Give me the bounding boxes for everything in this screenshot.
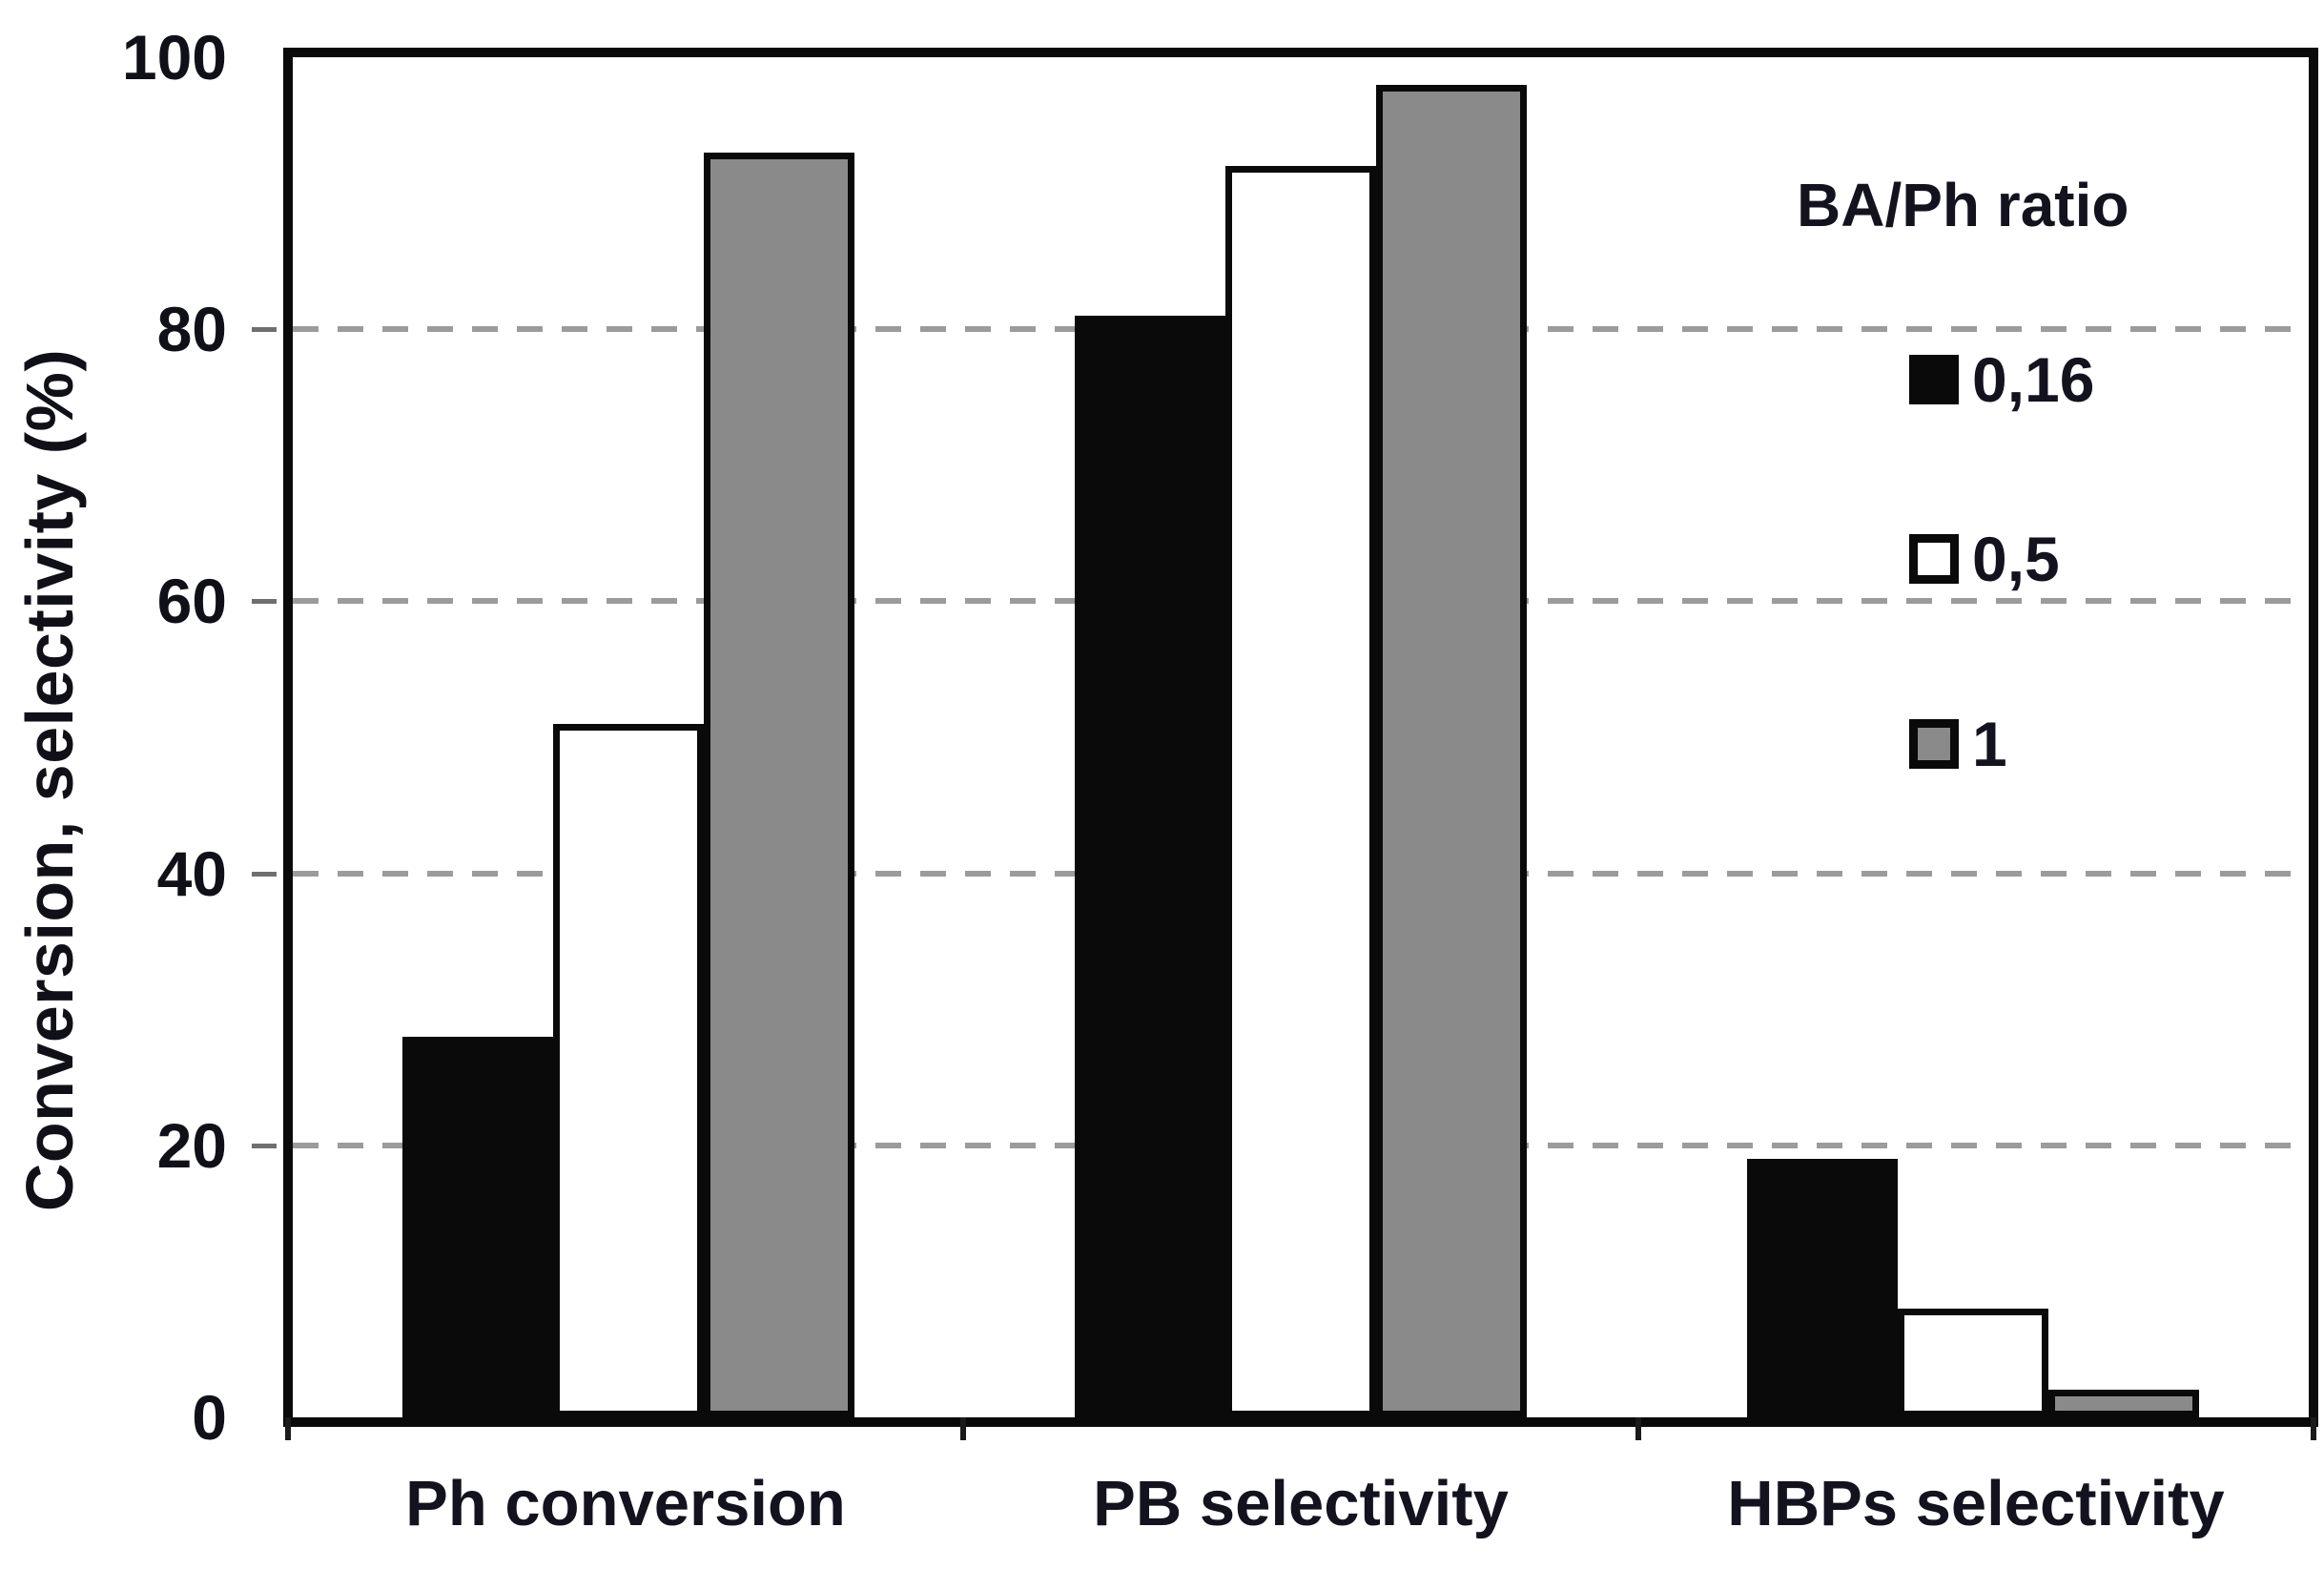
legend-marker-0-16-icon — [1909, 355, 1959, 404]
x-tick-mark-1 — [960, 1417, 966, 1440]
legend-label-0-5: 0,5 — [1972, 524, 2060, 594]
bar-pb-selectivity-0-16 — [1075, 316, 1225, 1417]
legend-entry-0-16: 0,16 — [1909, 336, 2094, 423]
y-tick-label-0: 0 — [192, 1382, 227, 1453]
bar-ph-conversion-0-5 — [553, 724, 704, 1417]
y-tick-mark-80 — [252, 327, 277, 333]
legend-marker-0-5-icon — [1909, 534, 1959, 584]
y-tick-label-60: 60 — [156, 566, 227, 637]
bar-hbps-selectivity-0-16 — [1747, 1159, 1898, 1417]
plot-area — [283, 48, 2318, 1427]
bar-pb-selectivity-1 — [1376, 85, 1527, 1417]
y-tick-label-80: 80 — [156, 294, 227, 365]
y-tick-mark-40 — [252, 871, 277, 877]
bar-hbps-selectivity-1 — [2048, 1390, 2199, 1417]
x-tick-mark-3 — [2311, 1417, 2316, 1440]
x-tick-mark-2 — [1635, 1417, 1641, 1440]
x-category-label-ph-conversion: Ph conversion — [405, 1468, 846, 1539]
y-tick-label-40: 40 — [156, 837, 227, 909]
y-tick-label-100: 100 — [121, 22, 227, 93]
y-tick-label-20: 20 — [156, 1109, 227, 1181]
y-tick-mark-60 — [252, 599, 277, 605]
y-axis-title: Conversion, selectivity (%) — [12, 348, 87, 1212]
x-category-label-pb-selectivity: PB selectivity — [1093, 1468, 1509, 1539]
legend-label-0-16: 0,16 — [1972, 344, 2095, 415]
x-category-label-hbps-selectivity: HBPs selectivity — [1727, 1468, 2225, 1539]
legend-entry-1: 1 — [1909, 700, 2007, 788]
legend-label-1: 1 — [1972, 709, 2007, 779]
bar-pb-selectivity-0-5 — [1225, 166, 1376, 1417]
bar-hbps-selectivity-0-5 — [1898, 1309, 2048, 1417]
bar-ph-conversion-1 — [704, 153, 854, 1417]
legend-title: BA/Ph ratio — [1797, 171, 2129, 239]
x-tick-mark-0 — [285, 1417, 291, 1440]
legend-entry-0-5: 0,5 — [1909, 515, 2060, 603]
legend-marker-1-icon — [1909, 719, 1959, 769]
bar-ph-conversion-0-16 — [402, 1037, 553, 1417]
y-tick-mark-20 — [252, 1143, 277, 1148]
